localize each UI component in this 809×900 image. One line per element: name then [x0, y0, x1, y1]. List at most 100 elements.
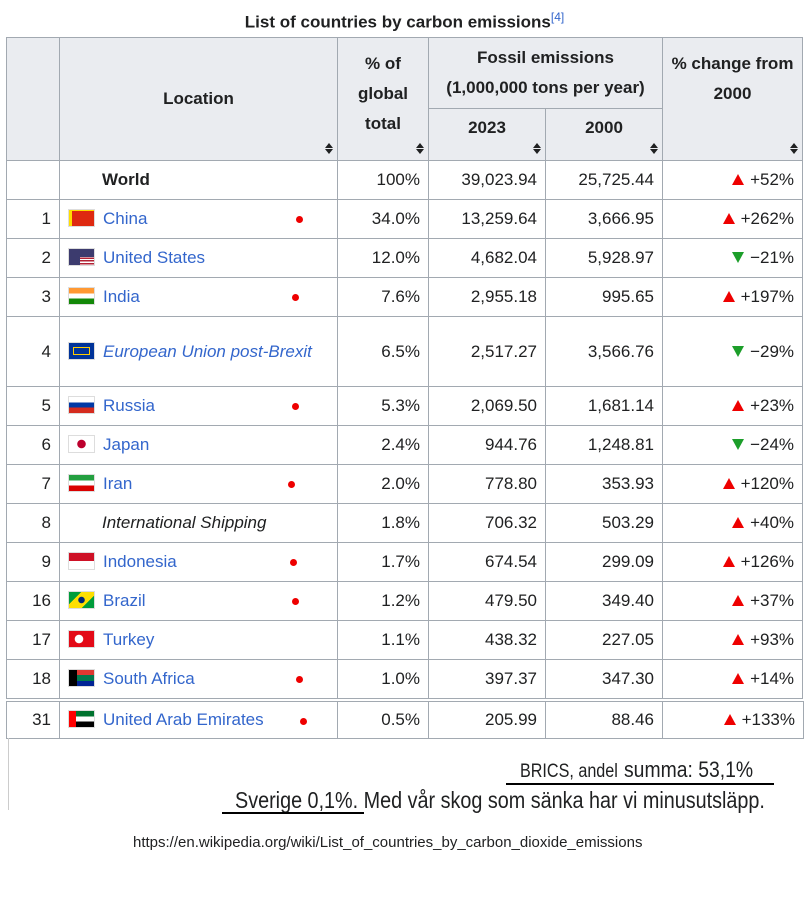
rank-text: 16: [32, 591, 51, 610]
share: 0.5%: [337, 701, 429, 739]
brics-dot: [292, 294, 299, 301]
trend-arrow: [732, 595, 745, 606]
reference[interactable]: [4]: [550, 10, 565, 24]
source-url: https://en.wikipedia.org/wiki/List_of_co…: [133, 834, 643, 851]
change-text: −24%: [750, 435, 795, 454]
row: 18 South Africa 1.0% 397.37 347.30 +14%: [6, 659, 804, 699]
location-name[interactable]: Russia: [103, 396, 155, 415]
rank: 1: [6, 199, 60, 239]
emissions-text: 4,682.04: [470, 248, 537, 267]
emissions-2023: 778.80: [428, 464, 546, 504]
location: Indonesia: [59, 542, 338, 582]
underline: [506, 783, 774, 785]
emissions-text: 227.05: [602, 630, 655, 649]
emissions-text: 479.50: [485, 591, 537, 610]
share-text: 2.0%: [381, 474, 420, 493]
change-header[interactable]: % change from 2000: [662, 37, 804, 161]
flag: [68, 341, 95, 360]
year-header[interactable]: 2023: [428, 108, 546, 161]
rank: 17: [6, 620, 60, 660]
location: World: [59, 160, 338, 200]
emissions-2000: 1,248.81: [544, 425, 664, 465]
rank: 2: [6, 238, 60, 278]
emissions-2023: 13,259.64: [428, 199, 546, 239]
location-name[interactable]: European Union post-Brexit: [103, 341, 312, 361]
emissions-text: 299.09: [602, 552, 655, 571]
location-name[interactable]: South Africa: [103, 669, 195, 688]
location: International Shipping: [59, 503, 338, 543]
location-name[interactable]: China: [103, 209, 148, 228]
location-name[interactable]: Turkey: [103, 630, 155, 649]
rank-text: 7: [41, 474, 51, 493]
location-name[interactable]: Japan: [103, 435, 150, 454]
change: −21%: [662, 238, 804, 278]
change: +197%: [662, 277, 804, 317]
change-text: +126%: [740, 552, 795, 571]
share-header[interactable]: % of global total: [337, 37, 429, 161]
row: 3 India 7.6% 2,955.18 995.65 +197%: [6, 277, 804, 317]
year-header[interactable]: 2000: [544, 108, 664, 161]
rank: 8: [6, 503, 60, 543]
emissions-2000: 995.65: [544, 277, 664, 317]
share: 100%: [337, 160, 429, 200]
emissions-2023: 438.32: [428, 620, 546, 660]
header-text: Location: [163, 89, 234, 108]
emissions-text: 674.54: [485, 552, 537, 571]
location-name[interactable]: India: [103, 287, 140, 306]
emissions-text: 3,566.76: [587, 341, 655, 361]
flag: [68, 248, 95, 266]
share-text: 12.0%: [371, 248, 420, 267]
row: 1 China 34.0% 13,259.64 3,666.95 +262%: [6, 199, 804, 239]
brics-dot: [288, 481, 295, 488]
title-text: List of countries by carbon emissions: [244, 12, 551, 32]
flag: [68, 209, 95, 227]
flag: [68, 287, 95, 305]
emissions-2023: 479.50: [428, 581, 546, 621]
share: 12.0%: [337, 238, 429, 278]
trend-arrow: [722, 291, 735, 302]
emissions-2023: 2,955.18: [428, 277, 546, 317]
location-name[interactable]: Indonesia: [103, 552, 177, 571]
row: 8 International Shipping 1.8% 706.32 503.29 +…: [6, 503, 804, 543]
rank: 7: [6, 464, 60, 504]
row: 5 Russia 5.3% 2,069.50 1,681.14 +23%: [6, 386, 804, 426]
location: United States: [59, 238, 338, 278]
flag: [68, 669, 95, 687]
location-header[interactable]: Location: [59, 37, 338, 161]
share-text: 5.3%: [381, 396, 420, 415]
location: Japan: [59, 425, 338, 465]
rank-text: 6: [41, 435, 51, 454]
location-name[interactable]: United States: [103, 248, 206, 267]
location-name[interactable]: Brazil: [103, 591, 146, 610]
change: +23%: [662, 386, 804, 426]
rank: 6: [6, 425, 60, 465]
change: +133%: [662, 701, 804, 739]
rank-text: 17: [32, 630, 51, 649]
emissions-text: 2,955.18: [470, 287, 537, 306]
brics-sum: summa: 53,1%: [623, 757, 753, 782]
rank-header: [6, 37, 60, 161]
trend-arrow: [722, 213, 735, 224]
table-title: List of countries by carbon emissions[4]: [0, 10, 809, 33]
emissions-text: 1,681.14: [587, 396, 655, 415]
flag: [68, 474, 95, 492]
emissions-text: 5,928.97: [587, 248, 655, 267]
rank-text: 2: [41, 248, 51, 267]
share-text: 1.8%: [381, 513, 420, 532]
rank: 18: [6, 659, 60, 699]
rank: 9: [6, 542, 60, 582]
emissions-text: 706.32: [485, 513, 537, 532]
emissions-text: 13,259.64: [461, 209, 537, 228]
change-text: +93%: [750, 630, 795, 649]
location-name[interactable]: United Arab Emirates: [103, 710, 264, 729]
trend-arrow: [732, 252, 745, 263]
rank: 5: [6, 386, 60, 426]
change-text: +37%: [750, 591, 795, 610]
change: +14%: [662, 659, 804, 699]
header-text: 2023: [468, 117, 506, 137]
change-text: +262%: [740, 209, 795, 228]
rank-text: 18: [32, 669, 51, 688]
location-name[interactable]: Iran: [103, 474, 133, 493]
change: +40%: [662, 503, 804, 543]
